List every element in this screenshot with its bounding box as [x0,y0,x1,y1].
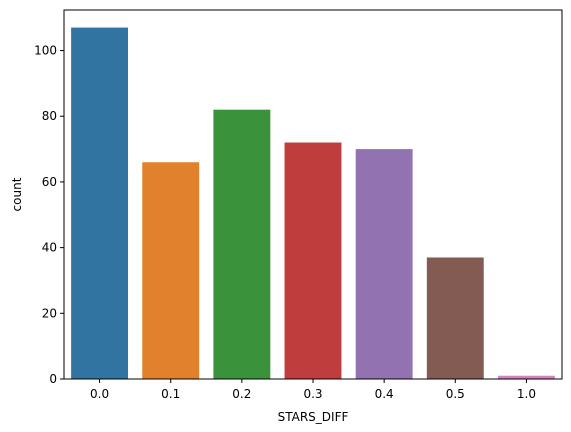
bar-0.2 [213,109,271,379]
y-tick-label-20: 20 [42,306,57,320]
bar-0.1 [142,162,200,379]
y-axis: 0 20 40 60 80 100 [34,44,64,386]
plot-frame [63,9,563,380]
bar-0.3 [284,142,342,379]
y-axis-label: count [10,177,24,211]
bar-0.5 [426,257,484,379]
bar-0.0 [71,27,129,379]
y-tick-label-100: 100 [34,44,57,58]
bar-1.0 [497,375,555,379]
x-tick-label-0.4: 0.4 [375,387,394,401]
y-tick-label-60: 60 [42,175,57,189]
bar-0.4 [355,149,413,379]
x-axis: 0.0 0.1 0.2 0.3 0.4 0.5 1.0 [90,379,536,401]
x-tick-label-0.2: 0.2 [232,387,251,401]
x-tick-label-1.0: 1.0 [517,387,536,401]
x-tick-label-0.5: 0.5 [446,387,465,401]
y-tick-label-80: 80 [42,109,57,123]
x-axis-label: STARS_DIFF [278,410,349,424]
bars-group [71,27,555,379]
x-tick-label-0.3: 0.3 [303,387,322,401]
x-tick-label-0.0: 0.0 [90,387,109,401]
x-tick-label-0.1: 0.1 [161,387,180,401]
y-tick-label-0: 0 [49,372,57,386]
y-tick-label-40: 40 [42,241,57,255]
